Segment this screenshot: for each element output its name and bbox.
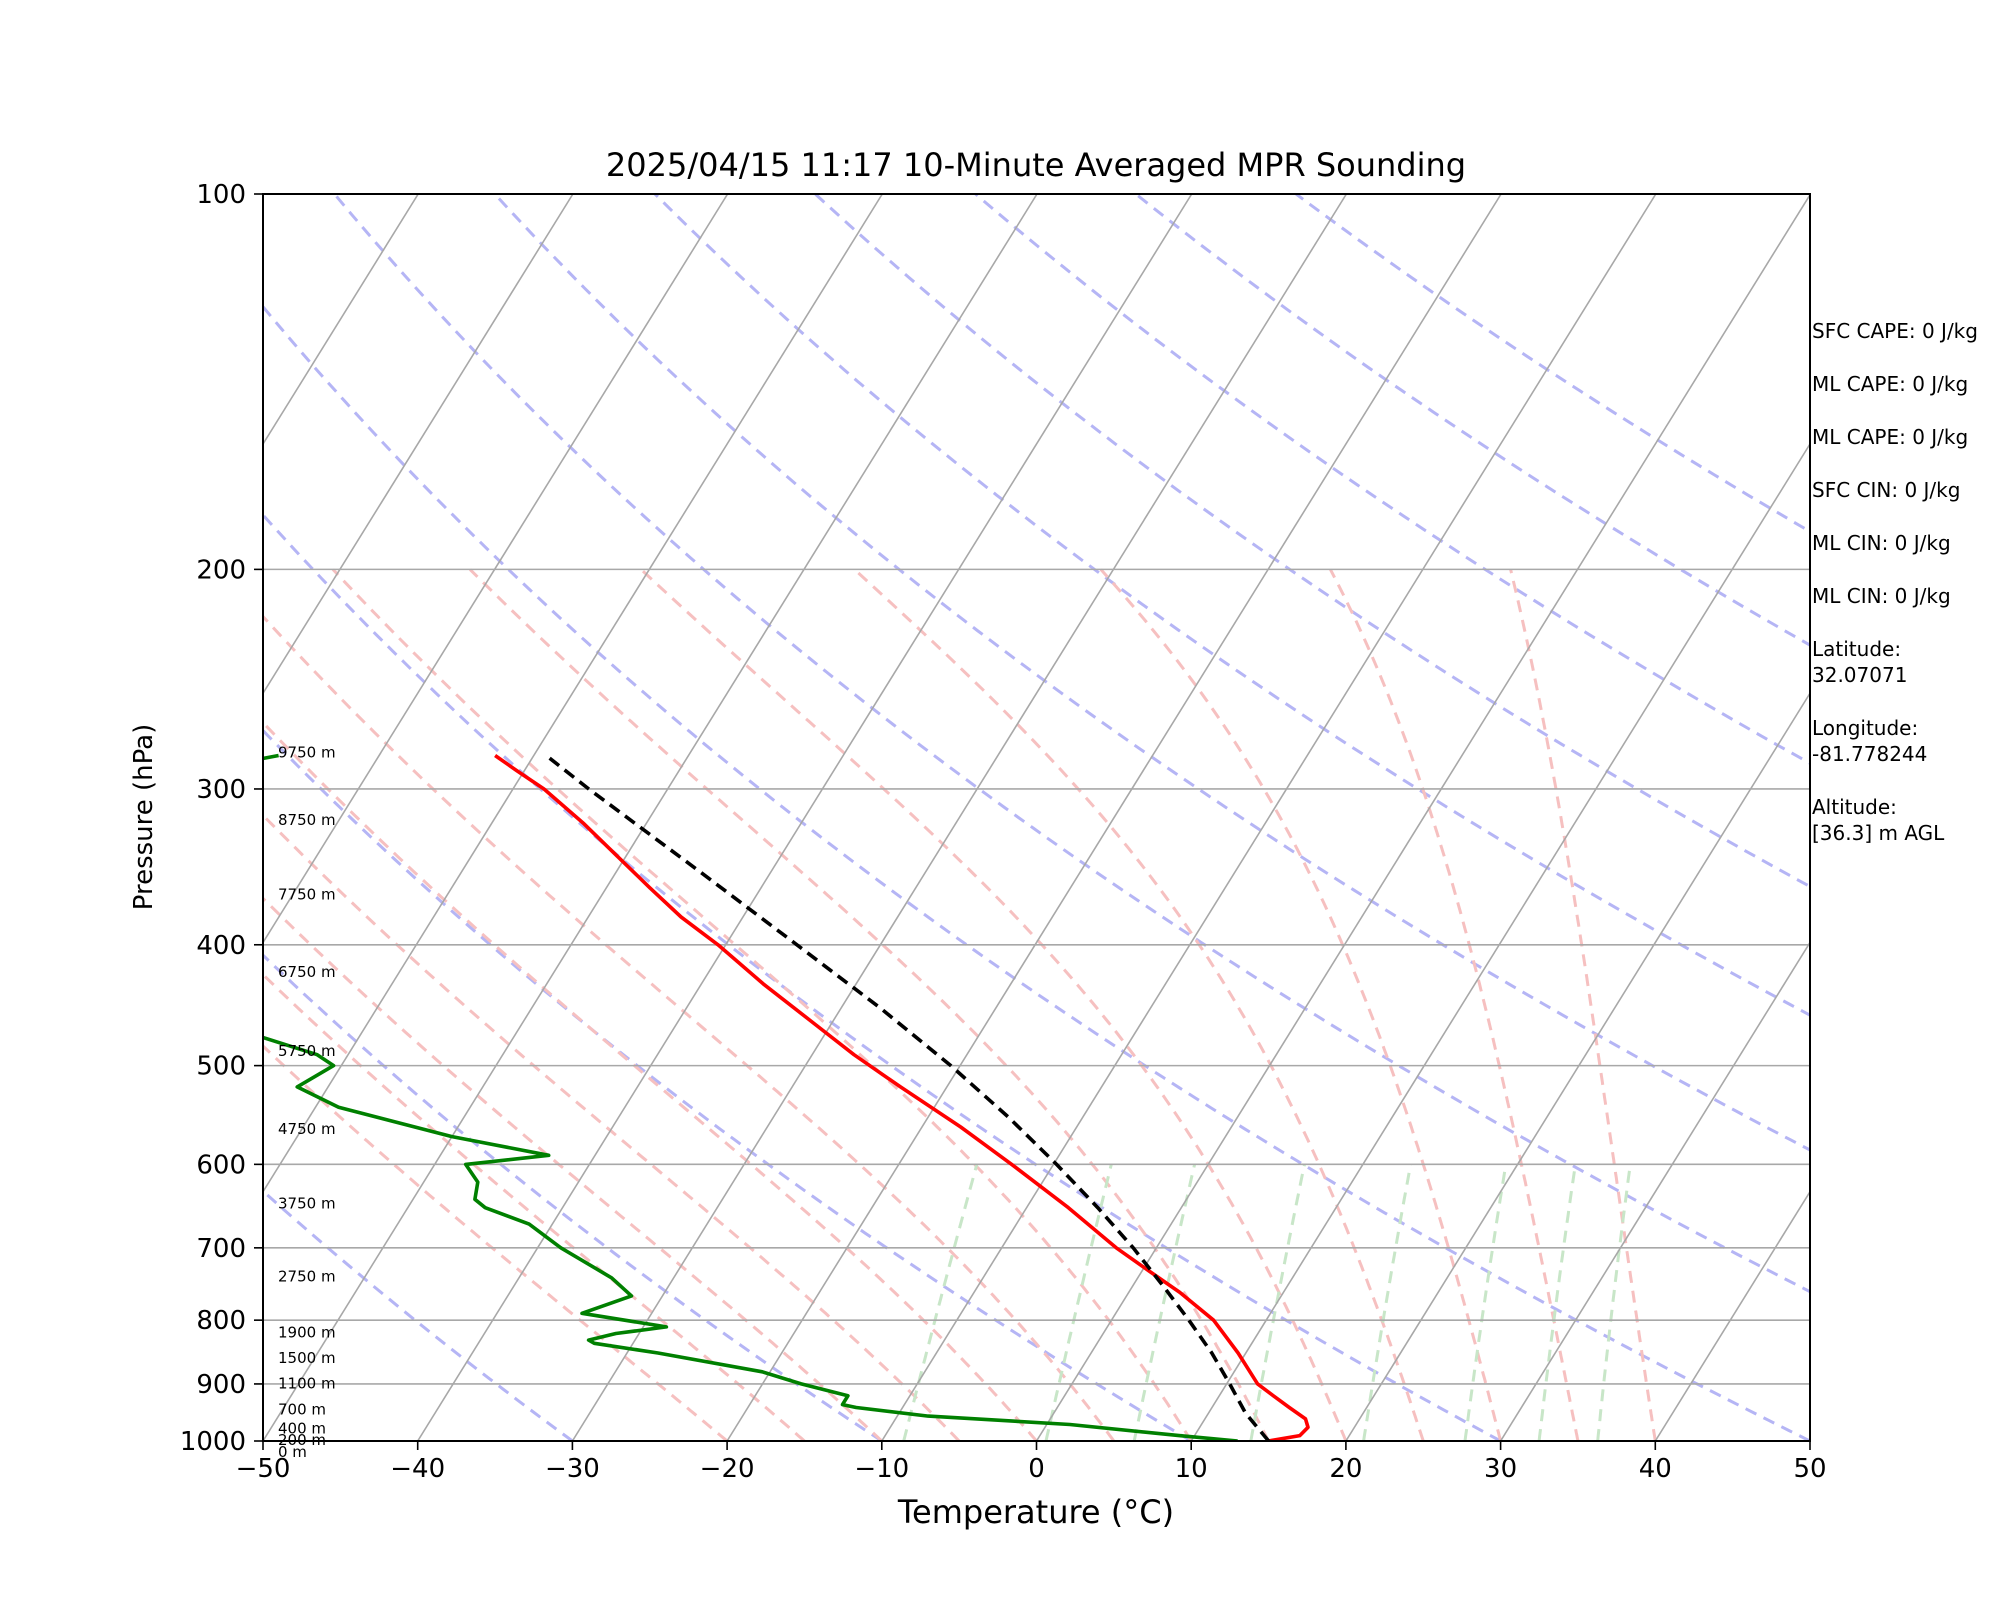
ml-cin-text-2: ML CIN: 0 J/kg: [1812, 583, 1997, 609]
longitude-block: Longitude: -81.778244: [1812, 715, 1997, 767]
height-label: 2750 m: [278, 1268, 336, 1286]
series-layer: [0, 756, 1308, 1442]
height-label: 3750 m: [278, 1195, 336, 1213]
x-tick-label: 10: [1175, 1454, 1208, 1484]
x-tick-label: 0: [1028, 1454, 1045, 1484]
y-tick-label: 100: [196, 180, 246, 210]
sounding-parameters-panel: SFC CAPE: 0 J/kg ML CAPE: 0 J/kg ML CAPE…: [1812, 318, 1997, 873]
ml-cape-text-2: ML CAPE: 0 J/kg: [1812, 424, 1997, 450]
x-tick-label: 30: [1484, 1454, 1517, 1484]
moist-adiabat-line: [1511, 569, 1656, 1441]
x-tick-label: −10: [854, 1454, 909, 1484]
height-label: 6750 m: [278, 963, 336, 981]
y-tick-label: 600: [196, 1150, 246, 1180]
y-tick-label: 800: [196, 1306, 246, 1336]
latitude-block: Latitude: 32.07071: [1812, 636, 1997, 688]
height-label: 7750 m: [278, 886, 336, 904]
moist-adiabat-line: [0, 569, 804, 1441]
y-tick-label: 900: [196, 1370, 246, 1400]
y-tick-label: 200: [196, 555, 246, 585]
isotherm-line: [418, 194, 1192, 1441]
mixing-ratio-line: [1364, 1164, 1411, 1441]
height-label: 4750 m: [278, 1120, 336, 1138]
height-label: 1900 m: [278, 1324, 336, 1342]
height-label: 1100 m: [278, 1375, 336, 1393]
dry-adiabat-line: [335, 194, 2000, 1441]
latitude-value: 32.07071: [1812, 662, 1997, 688]
isotherm-line: [727, 194, 1501, 1441]
x-tick-label: 20: [1329, 1454, 1362, 1484]
height-label: 1500 m: [278, 1349, 336, 1367]
x-tick-label: −20: [700, 1454, 755, 1484]
height-label: 5750 m: [278, 1042, 336, 1060]
isotherm-line: [572, 194, 1346, 1441]
temperature-profile-line: [495, 756, 1308, 1442]
moist-adiabat-line: [0, 569, 882, 1441]
x-tick-label: −40: [390, 1454, 445, 1484]
altitude-label: Altitude:: [1812, 794, 1997, 820]
mixing-ratio-line: [1465, 1164, 1506, 1441]
moist-adiabat-line: [1330, 569, 1578, 1441]
height-label: 700 m: [278, 1401, 326, 1419]
x-tick-label: 50: [1793, 1454, 1826, 1484]
y-tick-label: 700: [196, 1234, 246, 1264]
moist-adiabat-line: [46, 569, 959, 1441]
height-label: 8750 m: [278, 811, 336, 829]
latitude-label: Latitude:: [1812, 636, 1997, 662]
x-tick-label: −30: [545, 1454, 600, 1484]
y-tick-label: 1000: [180, 1427, 246, 1457]
isotherm-line: [263, 194, 1037, 1441]
y-tick-label: 500: [196, 1052, 246, 1082]
ml-cape-text: ML CAPE: 0 J/kg: [1812, 371, 1997, 397]
y-axis-label: Pressure (hPa): [129, 724, 159, 911]
isotherm-line: [0, 194, 728, 1441]
dry-adiabat-line: [0, 194, 1191, 1441]
x-tick-label: 40: [1639, 1454, 1672, 1484]
longitude-label: Longitude:: [1812, 715, 1997, 741]
mixing-ratio-line: [1046, 1164, 1111, 1441]
longitude-value: -81.778244: [1812, 741, 1997, 767]
y-tick-label: 400: [196, 931, 246, 961]
moist-adiabat-line: [333, 569, 1191, 1441]
ml-cin-text: ML CIN: 0 J/kg: [1812, 530, 1997, 556]
altitude-value: [36.3] m AGL: [1812, 820, 1997, 846]
y-tick-label: 300: [196, 775, 246, 805]
dry-adiabat-line: [655, 194, 2000, 1441]
moist-adiabat-line: [0, 569, 727, 1441]
height-label: 0 m: [278, 1443, 307, 1461]
x-axis-label: Temperature (°C): [897, 1493, 1174, 1531]
mixing-ratio-line: [904, 1164, 977, 1441]
isotherm-line: [1037, 194, 1811, 1441]
isotherm-line: [0, 194, 109, 1441]
altitude-block: Altitude: [36.3] m AGL: [1812, 794, 1997, 846]
sfc-cin-text: SFC CIN: 0 J/kg: [1812, 477, 1997, 503]
mixing-ratio-line: [1598, 1164, 1631, 1441]
dry-adiabat-line: [495, 194, 2000, 1441]
moist-adiabat-line: [855, 569, 1424, 1441]
chart-title: 2025/04/15 11:17 10-Minute Averaged MPR …: [606, 146, 1466, 184]
height-label: 9750 m: [278, 744, 336, 762]
sfc-cape-text: SFC CAPE: 0 J/kg: [1812, 318, 1997, 344]
